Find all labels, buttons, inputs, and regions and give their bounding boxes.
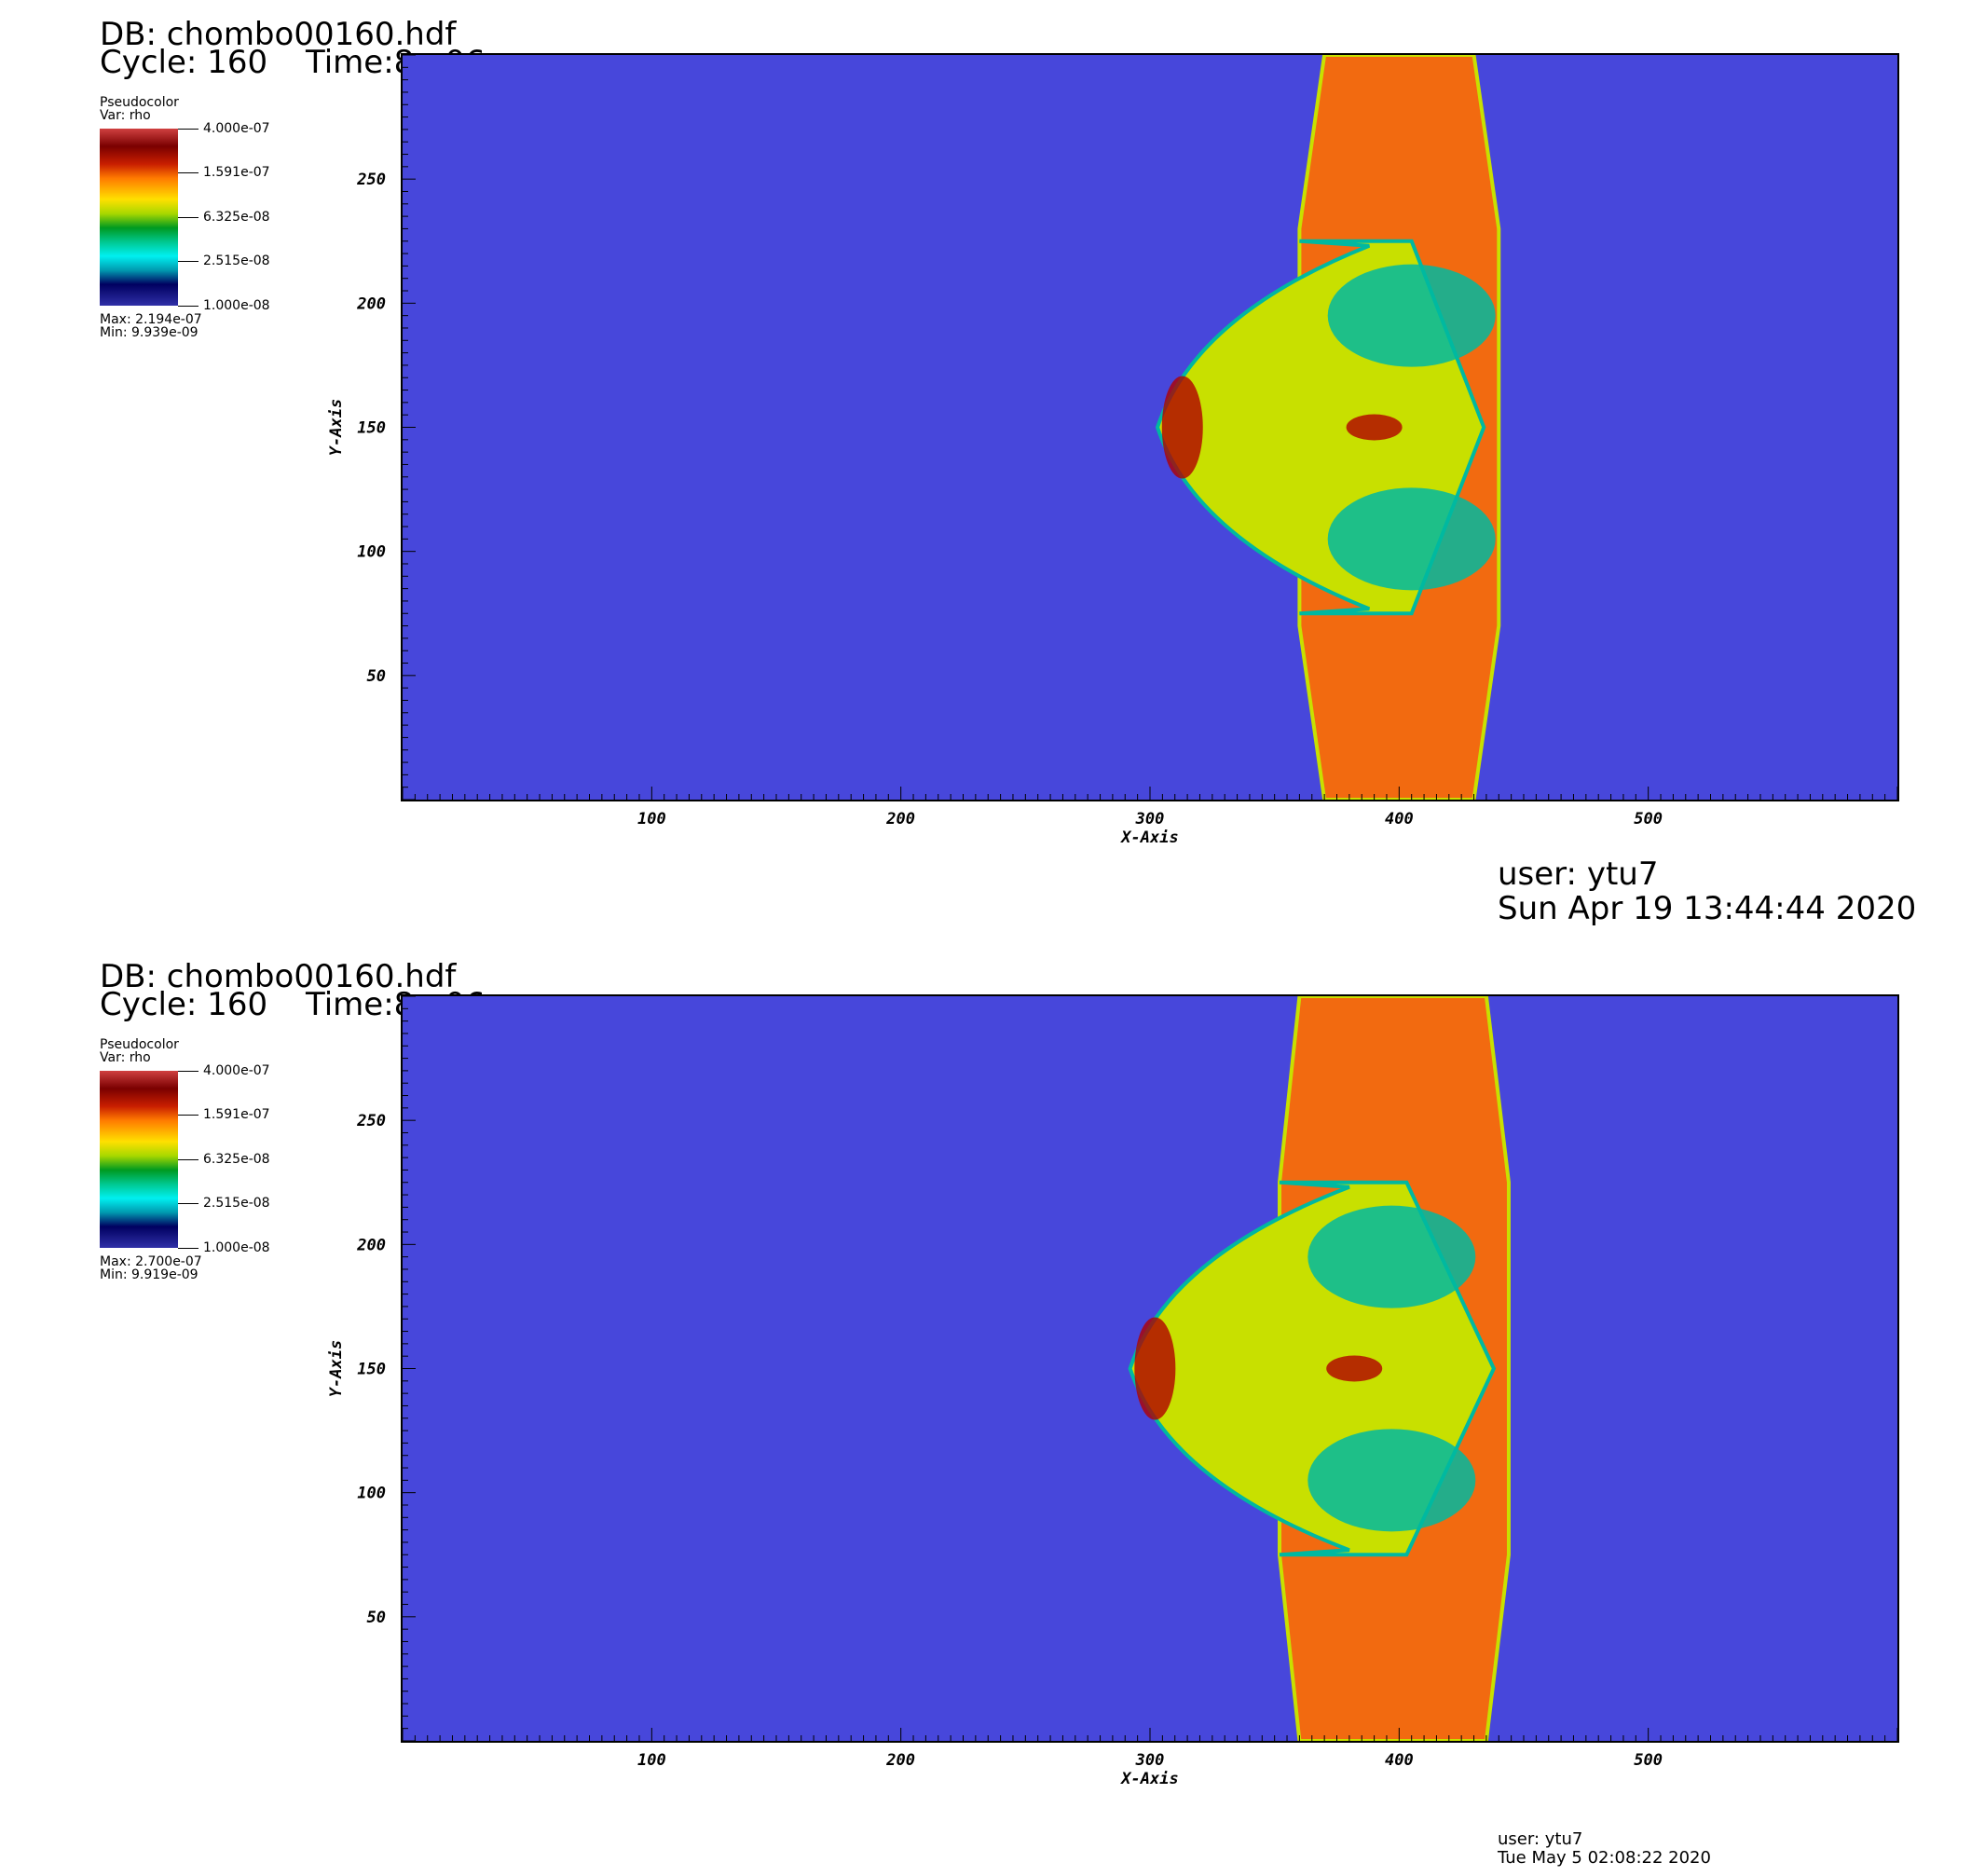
y-axis-title: Y-Axis	[327, 399, 346, 456]
footer-user: user: ytu7	[1498, 1829, 1583, 1849]
db-label: DB: chombo00160.hdf	[100, 16, 457, 53]
x-axis-title: X-Axis	[1119, 828, 1178, 847]
y-tick-label: 200	[356, 294, 386, 313]
colorbar	[100, 129, 178, 306]
footer-date: Sun Apr 19 13:44:44 2020	[1498, 890, 1917, 927]
cycle-label: Cycle: 160	[100, 44, 268, 81]
colorbar-label: 1.591e-07	[203, 165, 270, 180]
colorbar-tick	[178, 261, 198, 262]
x-tick-label: 200	[885, 810, 915, 828]
x-tick-label: 500	[1634, 1751, 1663, 1770]
x-tick-label: 300	[1135, 810, 1165, 828]
colorbar-tick	[178, 172, 198, 173]
y-tick-label: 250	[356, 171, 386, 189]
colorbar	[100, 1071, 178, 1248]
density-peak	[1161, 376, 1203, 479]
legend-var: Var: rho	[100, 1050, 151, 1065]
colorbar-label: 6.325e-08	[203, 210, 270, 225]
colorbar-tick	[178, 306, 198, 307]
x-tick-label: 100	[637, 810, 666, 828]
y-tick-label: 200	[356, 1236, 386, 1254]
colorbar-label: 6.325e-08	[203, 1152, 270, 1167]
colorbar-label: 1.591e-07	[203, 1107, 270, 1122]
axes: 100 200 300 400 500 50 100 150 200 250 X-Axis Y-Axi…	[327, 995, 1898, 1788]
colorbar-label: 2.515e-08	[203, 1196, 270, 1211]
y-tick-label: 50	[367, 667, 386, 686]
legend-min: Min: 9.939e-09	[100, 325, 198, 340]
db-label: DB: chombo00160.hdf	[100, 958, 457, 995]
cyan-lobe	[1327, 264, 1496, 367]
colorbar-tick	[178, 1203, 198, 1204]
colorbar-tick	[178, 129, 198, 130]
colorbar-tick	[178, 1071, 198, 1072]
y-tick-label: 150	[357, 1361, 386, 1379]
x-axis-title: X-Axis	[1119, 1770, 1178, 1788]
heatmap-area	[401, 994, 1899, 1743]
footer-user: user: ytu7	[1498, 856, 1659, 893]
colorbar-label: 4.000e-07	[203, 1063, 270, 1078]
axes: 100 200 300 400 500 50 100 150 200 250 X-Axis Y-Axi…	[327, 54, 1898, 847]
density-field	[1155, 55, 1501, 800]
y-tick-label: 250	[356, 1112, 386, 1130]
x-tick-label: 200	[885, 1751, 915, 1770]
x-tick-label: 300	[1135, 1751, 1165, 1770]
colorbar-label: 1.000e-08	[203, 1240, 270, 1255]
colorbar-tick	[178, 217, 198, 218]
cyan-lobe	[1327, 487, 1496, 591]
cyan-lobe	[1307, 1429, 1476, 1532]
y-tick-label: 50	[367, 1609, 386, 1627]
colorbar-label: 1.000e-08	[203, 298, 270, 313]
heatmap-area	[401, 53, 1899, 801]
colorbar-label: 4.000e-07	[203, 121, 270, 136]
cyan-lobe	[1307, 1205, 1476, 1308]
x-tick-label: 400	[1385, 810, 1414, 828]
density-peak	[1346, 414, 1403, 441]
x-tick-label: 100	[637, 1751, 666, 1770]
legend-min: Min: 9.919e-09	[100, 1267, 198, 1282]
colorbar-tick	[178, 1159, 198, 1160]
legend-var: Var: rho	[100, 108, 151, 123]
footer-date: Tue May 5 02:08:22 2020	[1498, 1848, 1711, 1868]
y-axis-title: Y-Axis	[327, 1340, 346, 1397]
legend-max: Max: 2.194e-07	[100, 312, 202, 327]
density-peak	[1134, 1317, 1176, 1420]
colorbar-tick	[178, 1248, 198, 1249]
y-tick-label: 100	[357, 1485, 386, 1503]
y-tick-label: 100	[357, 543, 386, 562]
colorbar-tick	[178, 1115, 198, 1116]
cycle-label: Cycle: 160	[100, 986, 268, 1023]
density-field	[1128, 996, 1511, 1741]
x-tick-label: 500	[1634, 810, 1663, 828]
colorbar-label: 2.515e-08	[203, 253, 270, 268]
plot-panel-1: DB: chombo00160.hdf Cycle: 160 Time:8e-0…	[0, 0, 1985, 932]
y-tick-label: 150	[357, 419, 386, 438]
legend-plot-type: Pseudocolor	[100, 95, 179, 110]
density-peak	[1326, 1355, 1383, 1382]
x-tick-label: 400	[1385, 1751, 1414, 1770]
plot-panel-2: DB: chombo00160.hdf Cycle: 160 Time:8e-0…	[0, 944, 1985, 1876]
legend-max: Max: 2.700e-07	[100, 1254, 202, 1269]
legend-plot-type: Pseudocolor	[100, 1037, 179, 1052]
